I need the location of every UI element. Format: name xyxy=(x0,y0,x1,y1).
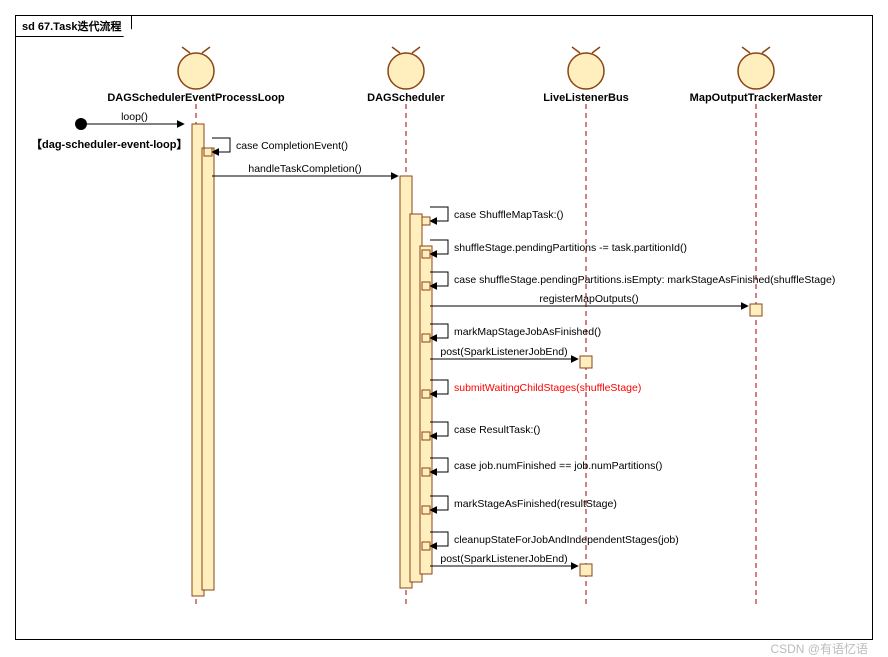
svg-text:markMapStageJobAsFinished(): markMapStageJobAsFinished() xyxy=(454,326,601,338)
svg-text:LiveListenerBus: LiveListenerBus xyxy=(543,92,629,104)
svg-text:DAGSchedulerEventProcessLoop: DAGSchedulerEventProcessLoop xyxy=(107,92,285,104)
svg-text:case ShuffleMapTask:(): case ShuffleMapTask:() xyxy=(454,209,564,221)
frame-title: sd 67.Task迭代流程 xyxy=(15,15,132,37)
svg-text:handleTaskCompletion(): handleTaskCompletion() xyxy=(248,163,361,175)
sequence-diagram: DAGSchedulerEventProcessLoop DAGScheduler… xyxy=(16,16,874,641)
svg-text:case CompletionEvent(): case CompletionEvent() xyxy=(236,140,348,152)
svg-text:DAGScheduler: DAGScheduler xyxy=(367,92,445,104)
svg-text:shuffleStage.pendingPartitions: shuffleStage.pendingPartitions -= task.p… xyxy=(454,242,687,254)
svg-text:submitWaitingChildStages(shuff: submitWaitingChildStages(shuffleStage) xyxy=(454,382,641,394)
svg-text:【dag-scheduler-event-loop】: 【dag-scheduler-event-loop】 xyxy=(31,138,187,151)
svg-text:MapOutputTrackerMaster: MapOutputTrackerMaster xyxy=(690,92,823,104)
svg-text:post(SparkListenerJobEnd): post(SparkListenerJobEnd) xyxy=(440,346,567,358)
svg-text:cleanupStateForJobAndIndepende: cleanupStateForJobAndIndependentStages(j… xyxy=(454,534,679,546)
svg-text:case job.numFinished == job.n: case job.numFinished == job.numPartition… xyxy=(454,460,662,472)
watermark: CSDN @有语忆语 xyxy=(770,640,868,657)
svg-text:registerMapOutputs(): registerMapOutputs() xyxy=(539,293,638,305)
svg-text:markStageAsFinished(resultStag: markStageAsFinished(resultStage) xyxy=(454,498,617,510)
diagram-frame: sd 67.Task迭代流程 DAGSchedulerEventProcessL… xyxy=(15,15,873,640)
svg-text:case shuffleStage.pendingParti: case shuffleStage.pendingPartitions.isEm… xyxy=(454,274,835,286)
svg-text:post(SparkListenerJobEnd): post(SparkListenerJobEnd) xyxy=(440,553,567,565)
svg-text:loop(): loop() xyxy=(121,111,148,123)
svg-text:case ResultTask:(): case ResultTask:() xyxy=(454,424,540,436)
